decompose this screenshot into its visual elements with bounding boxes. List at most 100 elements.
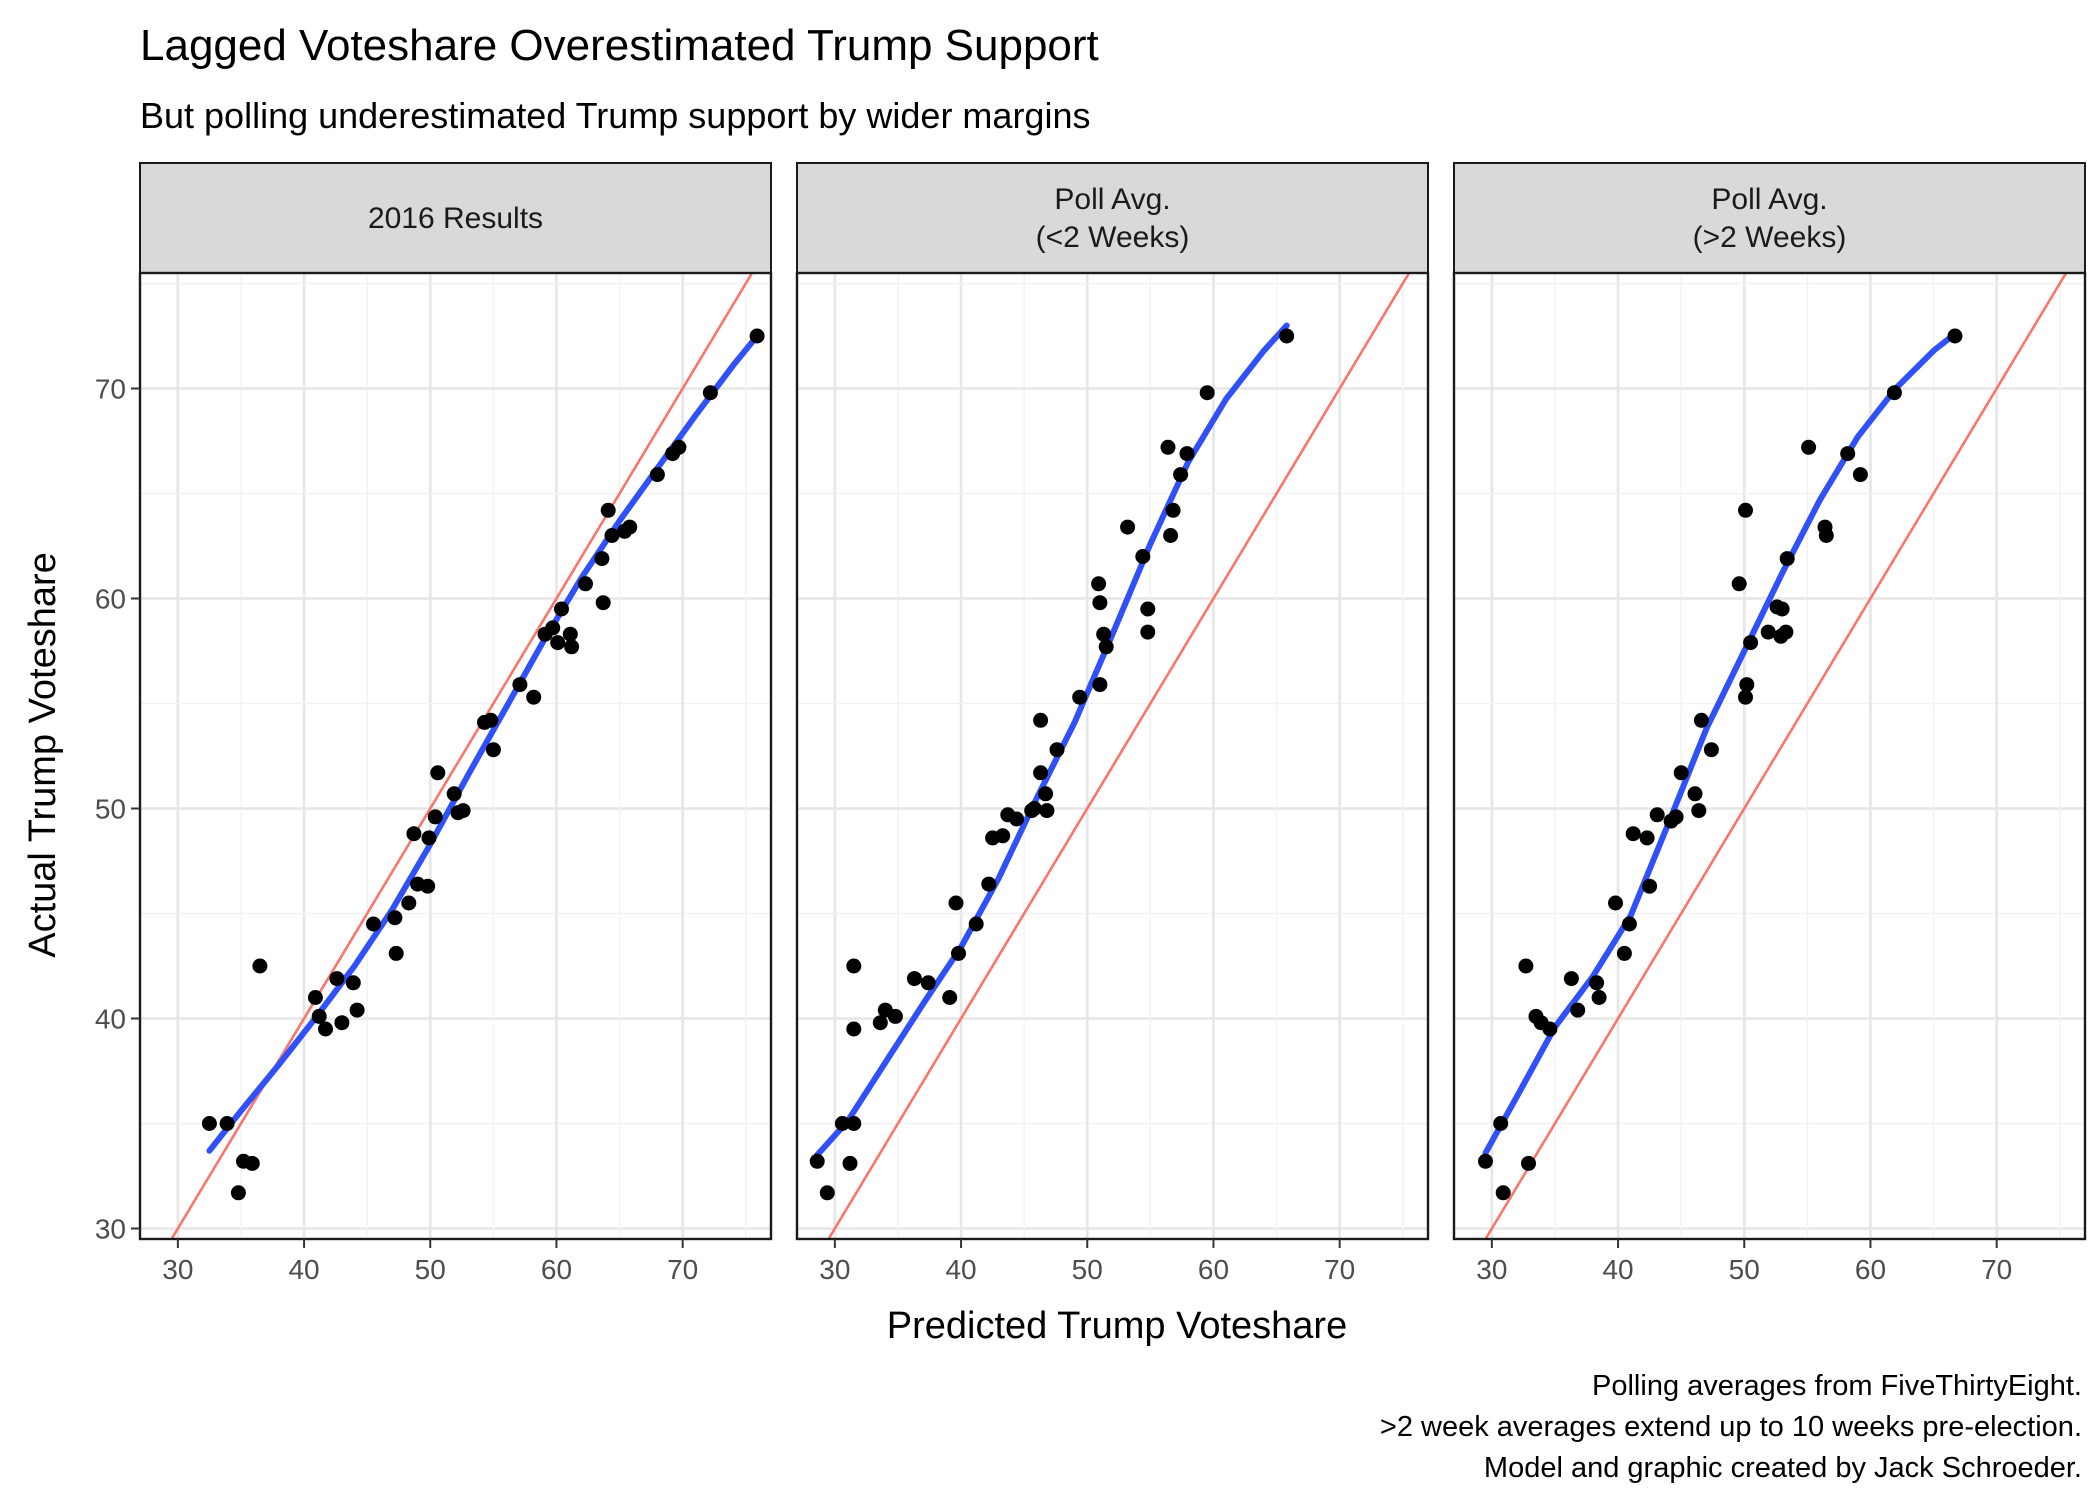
caption: Polling averages from FiveThirtyEight. >… (1380, 1370, 2082, 1484)
data-point (512, 677, 528, 693)
data-point (1743, 635, 1759, 651)
data-point (550, 635, 566, 651)
panel-border (1452, 271, 2087, 1241)
data-point (420, 878, 436, 894)
panel-3: Poll Avg. (>2 Weeks) 30 40 50 60 70 (1452, 162, 2087, 1285)
data-point (1092, 677, 1108, 693)
data-point (578, 576, 593, 592)
data-point (1668, 809, 1684, 825)
data-point (834, 1116, 850, 1131)
data-point (981, 876, 997, 892)
x-tick-label: 30 (819, 1254, 850, 1285)
data-point (995, 828, 1011, 844)
x-tick-label: 70 (1981, 1254, 2012, 1285)
data-point (702, 385, 718, 401)
data-point (809, 1153, 825, 1169)
data-point (345, 975, 361, 991)
data-point (483, 712, 499, 728)
data-point (318, 1021, 333, 1037)
x-tick-label: 50 (415, 1254, 446, 1285)
data-point (842, 1155, 858, 1171)
data-point (1703, 742, 1719, 758)
data-point (1801, 439, 1817, 455)
y-tick-label: 70 (95, 374, 126, 405)
caption-line-3: Model and graphic created by Jack Schroe… (1484, 1452, 2082, 1484)
data-point (1096, 626, 1112, 642)
data-point (1039, 803, 1055, 819)
data-point (1778, 624, 1794, 640)
data-point (968, 916, 984, 932)
data-point (846, 1116, 862, 1131)
data-point (1478, 1153, 1493, 1169)
caption-line-2: >2 week averages extend up to 10 weeks p… (1380, 1411, 2082, 1443)
data-point (252, 958, 268, 974)
panel-background (140, 273, 771, 1239)
data-point (366, 916, 381, 932)
data-point (526, 689, 542, 705)
data-point (1033, 765, 1049, 781)
data-point (1279, 328, 1295, 344)
facet-strip-label: (>2 Weeks) (1693, 221, 1847, 254)
data-point (1840, 446, 1856, 462)
data-point (401, 895, 417, 911)
panel-border (138, 271, 773, 1241)
data-point (1092, 595, 1108, 611)
chart-subtitle: But polling underestimated Trump support… (140, 95, 1090, 136)
data-point (1160, 439, 1176, 455)
data-point (819, 1185, 835, 1201)
x-tick-label: 40 (288, 1254, 319, 1285)
data-point (1731, 576, 1747, 592)
data-point (1072, 689, 1088, 705)
data-point (1518, 958, 1534, 974)
facet-strip-label: (<2 Weeks) (1036, 221, 1190, 254)
reference-line (827, 273, 1411, 1239)
y-tick-label: 50 (95, 794, 126, 825)
data-point (1673, 765, 1689, 781)
data-point (671, 439, 687, 455)
data-point (1687, 786, 1703, 802)
facet-strip (139, 162, 772, 274)
data-point (329, 971, 345, 987)
data-point (600, 502, 616, 518)
data-point (387, 910, 403, 926)
data-point (1774, 601, 1790, 617)
facet-strip (796, 162, 1429, 274)
data-point (1140, 601, 1156, 617)
data-point (1179, 446, 1195, 462)
data-point (1591, 990, 1607, 1005)
y-axis-title: Actual Trump Voteshare (22, 552, 64, 958)
data-point (1886, 385, 1902, 401)
facet-strip-label: Poll Avg. (1054, 183, 1170, 216)
data-point (1570, 1002, 1586, 1018)
data-point (1098, 639, 1114, 655)
caption-line-1: Polling averages from FiveThirtyEight. (1592, 1370, 2082, 1402)
x-tick-label: 60 (1198, 1254, 1229, 1285)
data-point (1563, 971, 1579, 987)
y-tick-label: 60 (95, 584, 126, 615)
data-point (1625, 826, 1641, 842)
data-point (1135, 549, 1151, 564)
x-tick-label: 60 (1855, 1254, 1886, 1285)
panel-background (1454, 273, 2085, 1239)
data-point (948, 895, 964, 911)
data-point (430, 765, 446, 781)
facet-strip-label: Poll Avg. (1711, 183, 1827, 216)
data-point (1693, 712, 1709, 728)
panel-2: Poll Avg. (<2 Weeks) 30 40 50 60 70 (795, 162, 1430, 1285)
panel-1: 2016 Results 30 40 50 60 70 30 40 50 60 70 (95, 162, 773, 1285)
data-point (1760, 624, 1776, 640)
data-point (1852, 467, 1868, 483)
data-point (1691, 803, 1707, 819)
panel-border (795, 271, 1430, 1241)
data-point (872, 1015, 888, 1031)
data-point (406, 826, 422, 842)
y-tick-label: 40 (95, 1004, 126, 1035)
data-point (595, 595, 611, 611)
facet-strip-label: 2016 Results (368, 202, 543, 235)
data-point (1589, 975, 1605, 991)
facet-strip (1453, 162, 2086, 274)
data-point (311, 1008, 327, 1024)
data-point (1639, 830, 1655, 846)
